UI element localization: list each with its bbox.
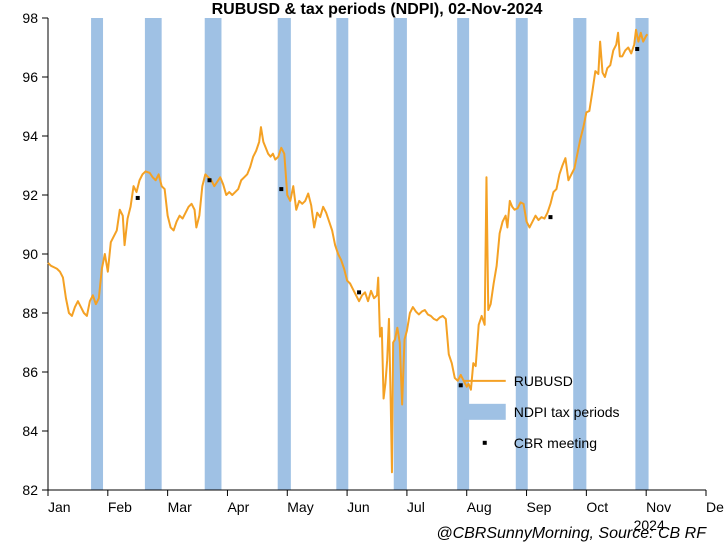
legend-swatch-marker: [483, 441, 487, 445]
y-tick-label: 82: [22, 482, 38, 498]
y-tick-label: 90: [22, 246, 38, 262]
y-tick-label: 96: [22, 69, 38, 85]
chart-svg: 82 84 86 88 90 92 94 96 98 Jan Feb Mar Apr May Jun Jul A…: [0, 0, 724, 546]
y-tick-label: 98: [22, 10, 38, 26]
x-tick-label: Sep: [527, 499, 552, 515]
x-tick-label: Aug: [467, 499, 492, 515]
y-tick-label: 94: [22, 128, 38, 144]
x-tick-label: May: [287, 499, 313, 515]
x-tick-label: Jun: [347, 499, 370, 515]
legend-label: RUBUSD: [514, 373, 573, 389]
x-tick-label: Jan: [48, 499, 71, 515]
chart-background: [0, 0, 724, 546]
y-tick-label: 86: [22, 364, 38, 380]
y-tick-label: 92: [22, 187, 38, 203]
legend-label: CBR meeting: [514, 435, 597, 451]
chart-container: 82 84 86 88 90 92 94 96 98 Jan Feb Mar Apr May Jun Jul A…: [0, 0, 724, 546]
x-tick-label: Oct: [586, 499, 608, 515]
x-tick-label: Feb: [108, 499, 132, 515]
x-tick-label: Mar: [168, 499, 192, 515]
y-tick-label: 84: [22, 423, 38, 439]
x-tick-label: Nov: [646, 499, 671, 515]
legend-swatch-band: [464, 404, 506, 420]
chart-credit: @CBRSunnyMorning, Source: CB RF: [436, 525, 707, 542]
x-tick-label: Apr: [227, 499, 249, 515]
legend-label: NDPI tax periods: [514, 404, 620, 420]
y-tick-label: 88: [22, 305, 38, 321]
x-tick-label: Jul: [407, 499, 425, 515]
x-tick-label: Dec: [706, 499, 724, 515]
chart-title: RUBUSD & tax periods (NDPI), 02-Nov-2024: [212, 1, 543, 18]
